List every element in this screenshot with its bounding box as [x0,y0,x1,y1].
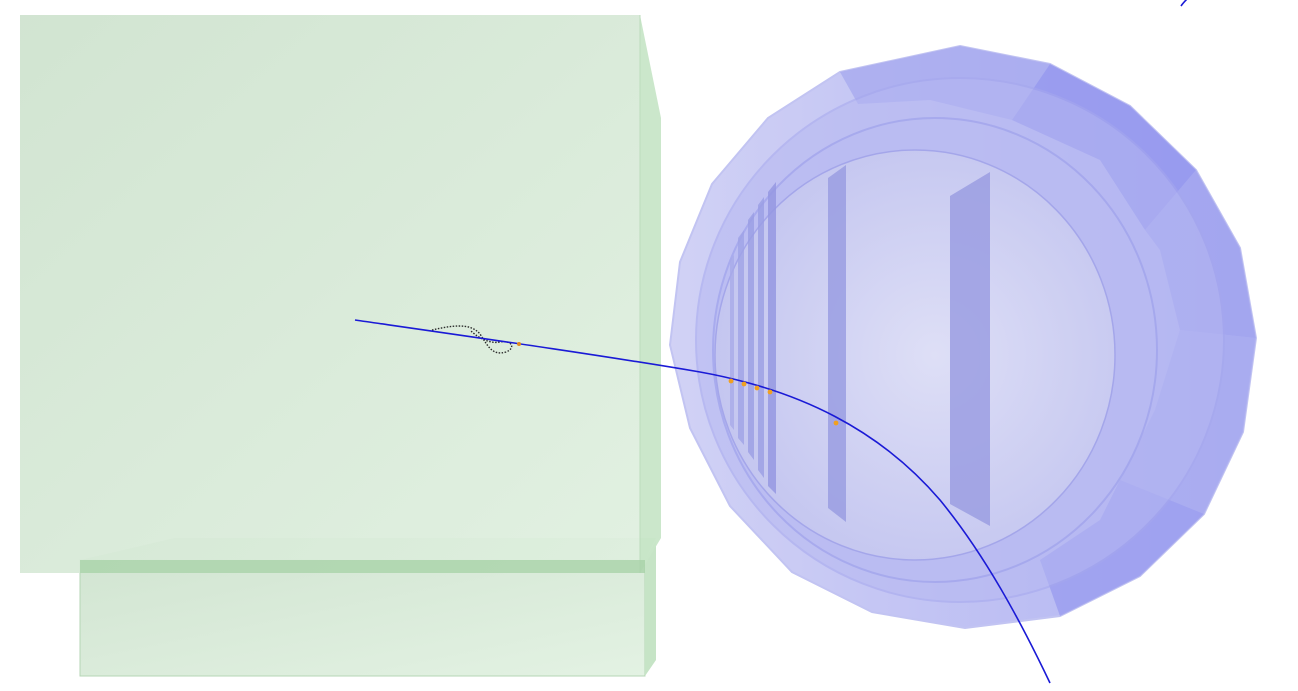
tracker-layer [828,165,846,522]
tracker-layer [758,197,764,478]
green-lower-slab-face [80,560,645,676]
tracker-layer [730,255,734,430]
green-overlap-band [80,560,645,573]
hit-marker [729,379,734,384]
hit-marker [768,390,773,395]
hit-marker [517,342,521,346]
tracker-layer [950,172,990,526]
tracker-layer [768,182,776,494]
hit-marker [834,421,839,426]
tracker-layer [748,212,754,460]
green-main-face [20,15,640,573]
tracker-layer [738,230,744,445]
hit-marker [742,382,747,387]
hit-marker [755,386,760,391]
outgoing-track-stub [1181,0,1188,6]
green-side-face [640,15,661,573]
green-block-volume[interactable] [20,15,661,676]
cylindrical-detector-volume[interactable] [670,46,1256,628]
